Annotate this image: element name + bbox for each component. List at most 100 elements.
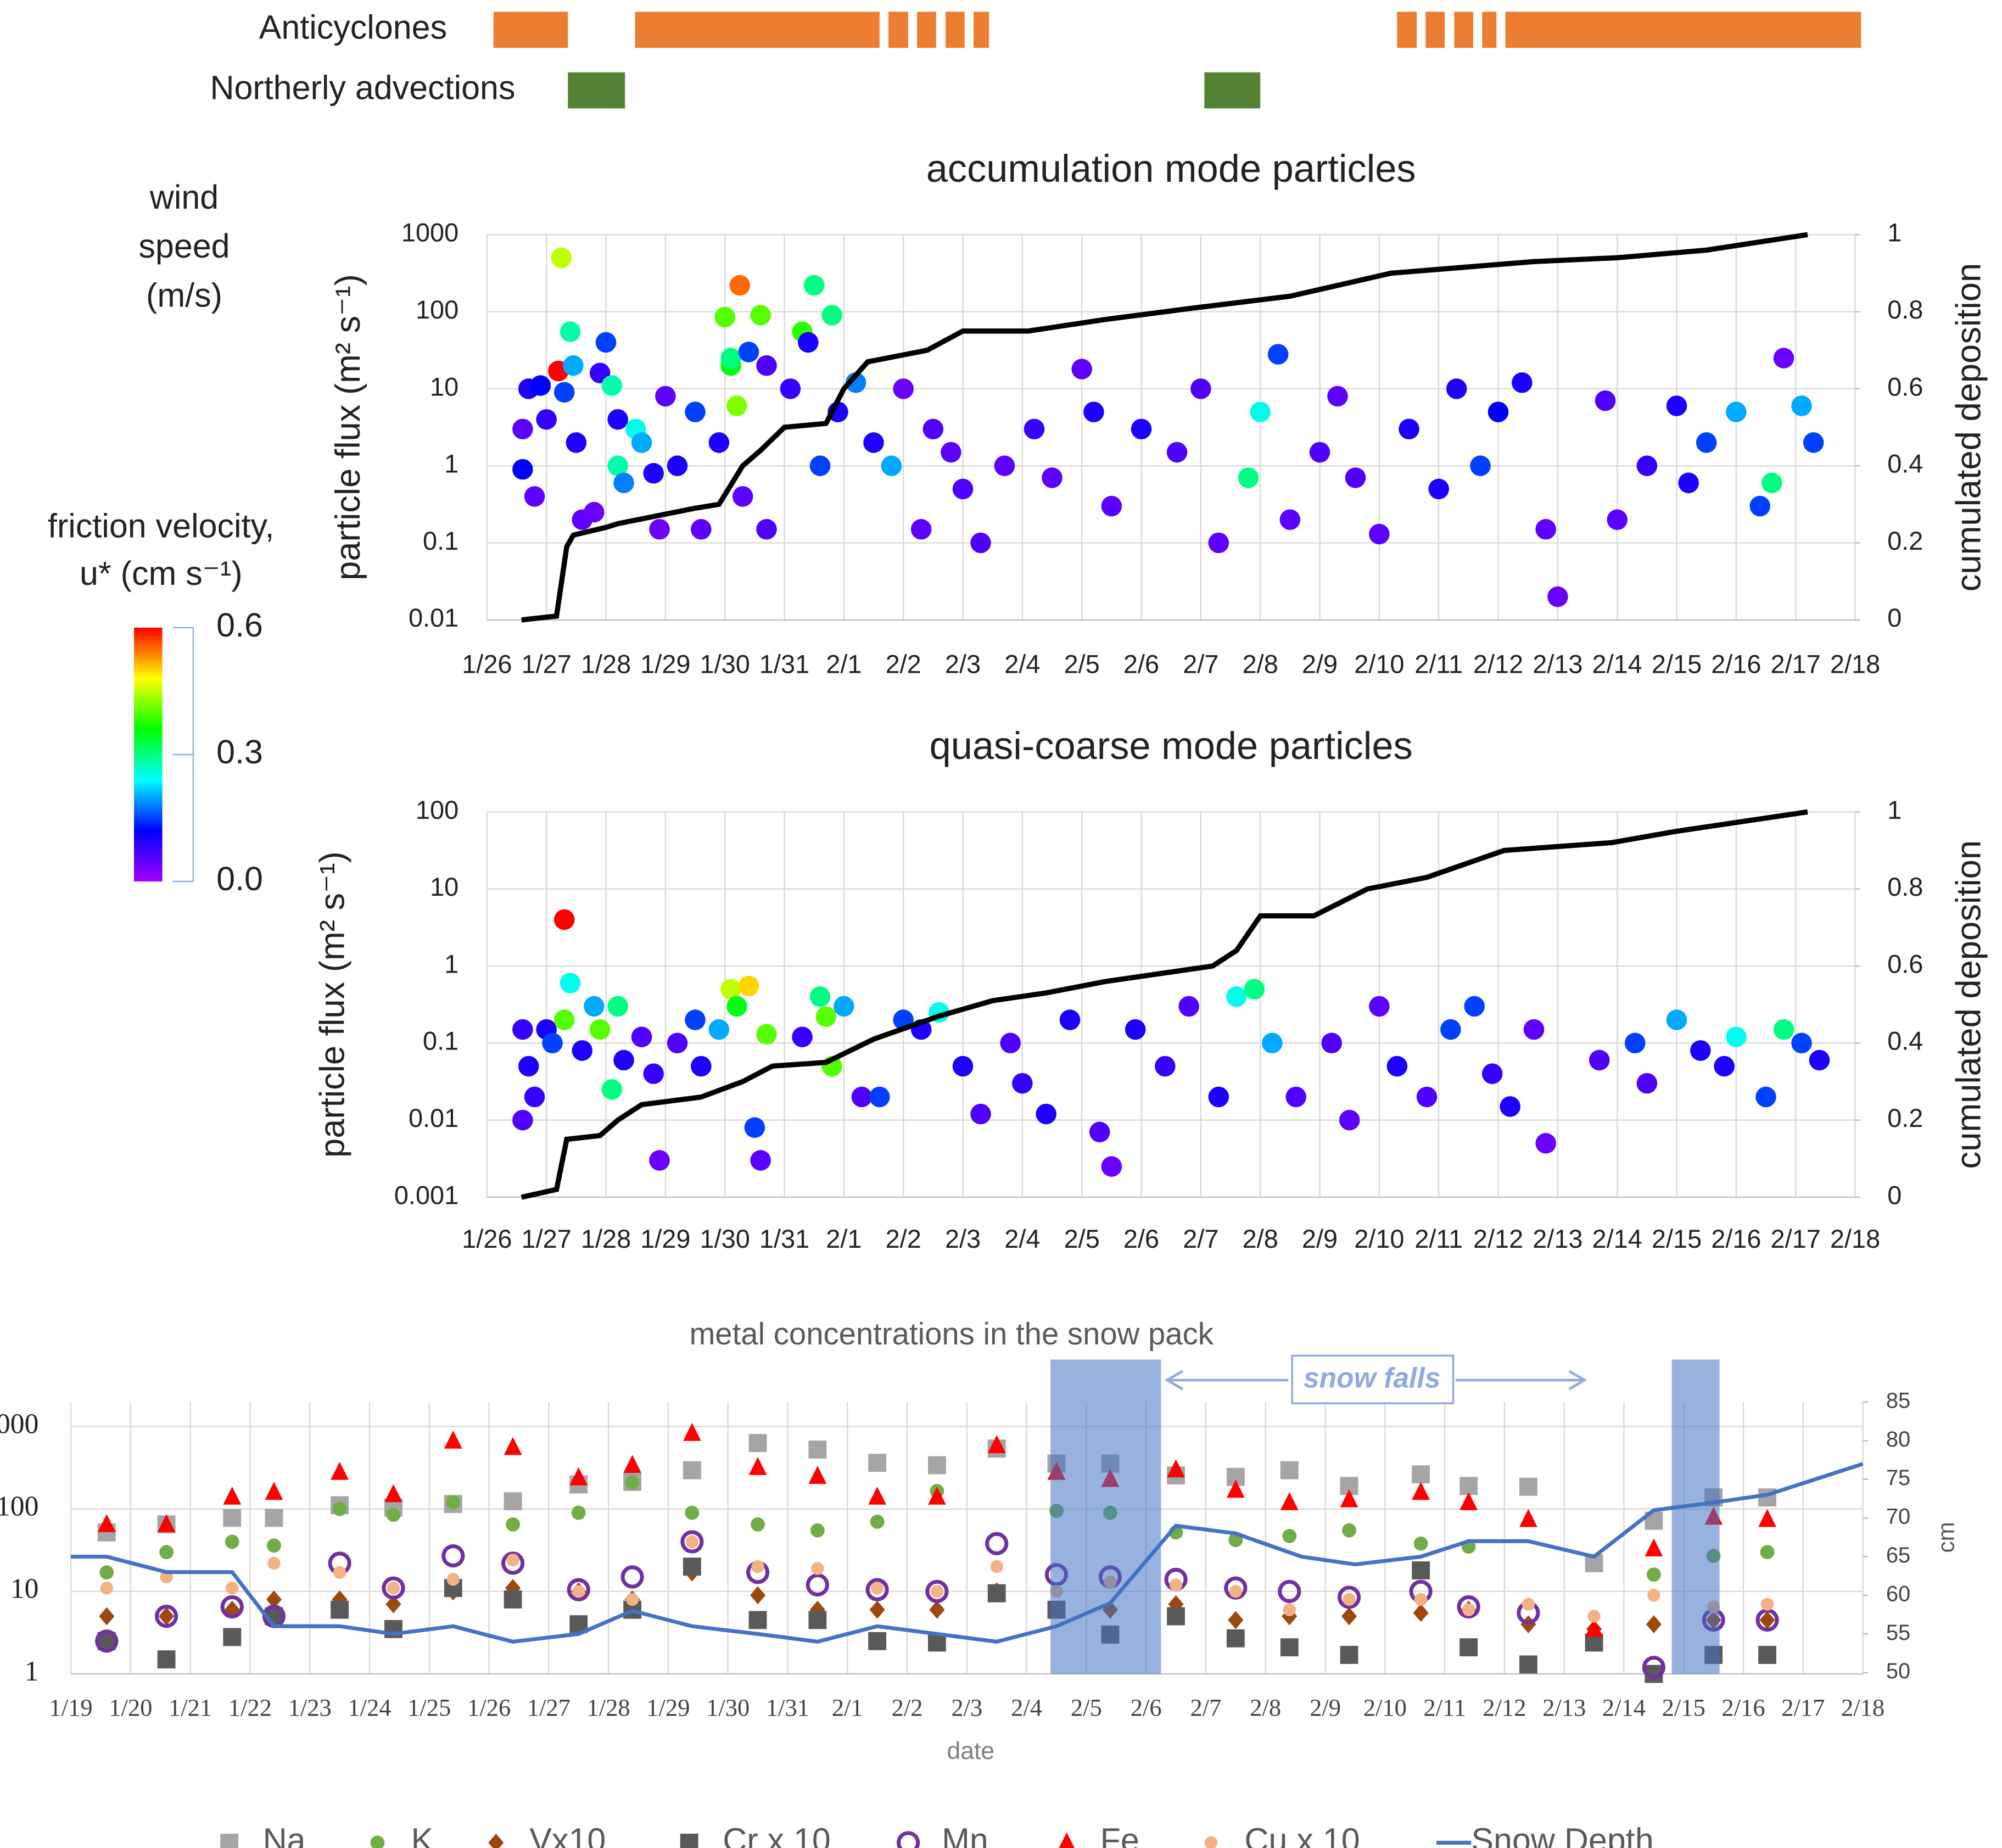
marker — [683, 1461, 701, 1479]
x-tick-label: 1/19 — [49, 1694, 92, 1721]
point — [1399, 418, 1419, 440]
marker — [1646, 1567, 1661, 1582]
x-tick-label: 2/5 — [1064, 1225, 1100, 1253]
point — [1791, 1032, 1812, 1054]
point — [1690, 1040, 1711, 1061]
marker — [751, 1517, 765, 1532]
event-bar — [1454, 12, 1474, 48]
point — [524, 486, 545, 507]
y-tick-label: 100 — [416, 796, 458, 824]
point — [798, 332, 819, 353]
colorbar — [134, 627, 163, 882]
marker — [159, 1545, 174, 1560]
x-tick-label: 2/11 — [1423, 1694, 1466, 1721]
point — [851, 1086, 873, 1108]
y2-tick-label: 85 — [1886, 1388, 1910, 1412]
x-tick-label: 2/15 — [1662, 1694, 1705, 1721]
marker — [1462, 1603, 1475, 1616]
point — [1749, 495, 1770, 517]
point — [530, 375, 551, 396]
marker — [928, 1456, 946, 1475]
y-tick-label: 1 — [444, 450, 458, 478]
legend-swatch — [370, 1835, 385, 1848]
y2-tick-label: 0.6 — [1887, 950, 1923, 978]
marker — [987, 1435, 1006, 1454]
marker — [223, 1509, 242, 1527]
marker — [1283, 1603, 1296, 1616]
point — [584, 501, 605, 523]
marker — [99, 1607, 115, 1626]
point — [1131, 418, 1152, 440]
x-tick-label: 1/27 — [522, 650, 572, 679]
marker — [1412, 1561, 1430, 1579]
point — [518, 1056, 539, 1077]
point — [1071, 359, 1092, 379]
x-tick-label: 2/9 — [1302, 650, 1338, 679]
marker — [1459, 1477, 1478, 1495]
marker — [265, 1509, 283, 1527]
arrow-head — [1165, 1370, 1183, 1391]
point — [1345, 467, 1366, 488]
line — [71, 1462, 1864, 1644]
point — [1803, 432, 1824, 453]
marker — [1519, 1477, 1537, 1496]
x-tick-label: 2/13 — [1533, 650, 1582, 679]
point — [1678, 472, 1699, 494]
marker — [504, 1437, 522, 1455]
point — [655, 386, 676, 407]
x-tick-label: 2/11 — [1414, 650, 1463, 679]
point — [1666, 395, 1687, 416]
marker — [625, 1593, 639, 1606]
point — [512, 418, 533, 440]
x-tick-label: 2/6 — [1131, 1694, 1162, 1721]
point — [1024, 418, 1045, 440]
point — [595, 332, 617, 353]
point — [729, 275, 751, 296]
y2-tick-label: 0.6 — [1887, 372, 1923, 401]
y2-axis-label: cumulated deposition — [1949, 263, 1988, 592]
marker — [154, 1604, 178, 1628]
point — [1487, 401, 1509, 422]
point — [560, 973, 581, 993]
marker — [504, 1590, 522, 1609]
marker — [1340, 1489, 1358, 1508]
marker — [157, 1514, 176, 1532]
event-bar — [1482, 12, 1497, 48]
marker — [748, 1611, 767, 1629]
point — [1285, 1086, 1306, 1108]
x-tick-label: 2/2 — [886, 650, 921, 679]
point — [1416, 1086, 1438, 1108]
y2-tick-label: 60 — [1886, 1582, 1910, 1606]
point — [572, 1040, 592, 1061]
point — [691, 519, 712, 540]
event-bar — [946, 12, 965, 48]
marker — [1342, 1523, 1356, 1538]
point — [685, 1009, 706, 1030]
x-tick-label: 2/1 — [832, 1694, 863, 1721]
y2-tick-label: 1 — [1887, 219, 1902, 247]
point — [1178, 996, 1199, 1017]
annotation: snow falls — [1304, 1362, 1441, 1394]
marker — [1758, 1509, 1776, 1527]
x-tick-label: 2/1 — [826, 1225, 862, 1253]
marker — [1337, 1585, 1361, 1609]
y-tick-label: 10 — [430, 873, 458, 901]
marker — [100, 1581, 114, 1595]
point — [780, 378, 801, 399]
event-bar — [635, 12, 880, 48]
x-tick-label: 2/11 — [1414, 1225, 1463, 1253]
point — [1339, 1109, 1360, 1131]
marker — [1758, 1645, 1776, 1664]
point — [553, 909, 575, 930]
marker — [1226, 1629, 1245, 1648]
y-tick-label: 0.001 — [394, 1181, 458, 1209]
marker — [1457, 1595, 1480, 1619]
marker — [808, 1466, 827, 1484]
chart-title: accumulation mode particles — [926, 147, 1416, 190]
marker — [267, 1538, 281, 1553]
point — [941, 442, 961, 463]
point — [970, 532, 991, 554]
y-tick-label: 0.1 — [423, 527, 458, 555]
x-tick-label: 2/17 — [1771, 1225, 1821, 1253]
side-label: (m/s) — [146, 276, 222, 314]
